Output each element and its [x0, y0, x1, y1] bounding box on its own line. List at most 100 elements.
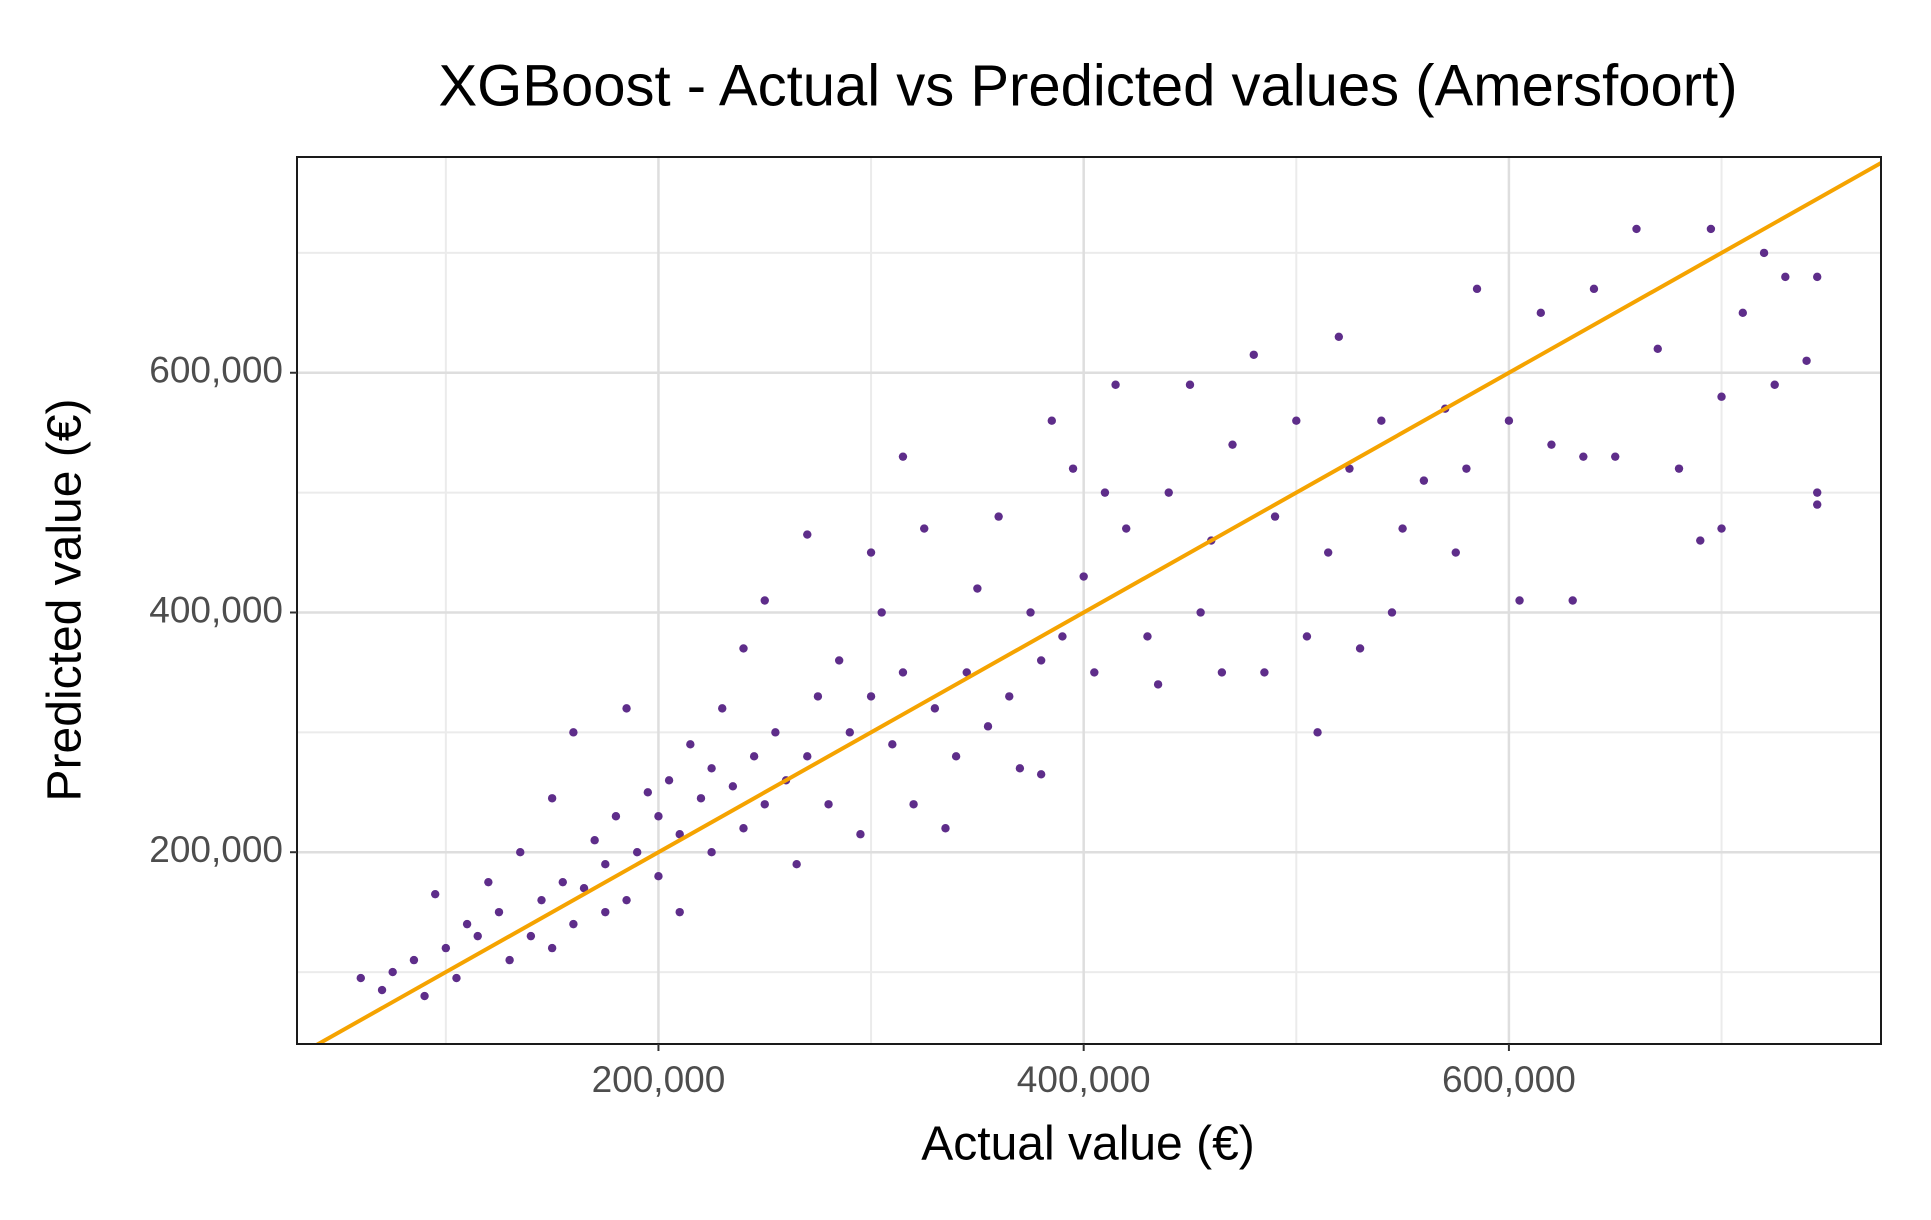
data-point: [707, 764, 716, 773]
data-point: [909, 800, 918, 809]
data-point: [1005, 692, 1014, 701]
data-point: [675, 907, 684, 917]
data-point: [441, 943, 451, 953]
data-point: [388, 967, 397, 977]
data-point: [1047, 416, 1056, 425]
data-point: [1504, 416, 1514, 425]
data-point: [632, 848, 642, 857]
data-point: [1036, 770, 1046, 779]
data-point: [547, 794, 557, 803]
data-point: [1079, 572, 1088, 581]
data-point: [664, 776, 674, 785]
data-point: [824, 800, 833, 809]
data-point: [1153, 680, 1163, 689]
data-point: [1217, 668, 1227, 677]
data-point: [1515, 596, 1524, 605]
data-point: [803, 530, 812, 539]
tick-labels: 200,000 400,000 600,000 200,000 400,000 600,0…: [149, 350, 1576, 1100]
data-point: [452, 973, 461, 983]
data-point: [1355, 644, 1365, 653]
data-point: [1090, 668, 1099, 677]
data-point: [1717, 392, 1726, 401]
data-point: [951, 752, 961, 761]
data-point: [877, 608, 886, 617]
data-point: [1579, 452, 1588, 461]
data-point: [749, 752, 759, 761]
data-point: [537, 895, 546, 905]
data-point: [1377, 416, 1386, 425]
data-point: [866, 692, 876, 701]
x-tick-label: 200,000: [592, 1059, 726, 1100]
data-point: [601, 860, 610, 869]
data-point: [728, 782, 738, 791]
data-point: [569, 728, 578, 737]
data-point: [505, 955, 514, 965]
data-point: [1717, 524, 1726, 533]
data-point: [1653, 344, 1662, 353]
data-point: [1759, 248, 1769, 258]
data-point: [1813, 272, 1822, 282]
x-tick-label: 600,000: [1442, 1059, 1576, 1100]
data-point: [1611, 452, 1620, 461]
data-point: [1313, 728, 1322, 737]
data-point: [569, 919, 578, 929]
data-point: [994, 512, 1003, 521]
data-point: [1813, 488, 1822, 497]
data-point: [1323, 548, 1333, 557]
data-point: [1674, 464, 1684, 473]
data-point: [792, 860, 801, 869]
data-point: [590, 836, 599, 845]
data-point: [1302, 632, 1312, 641]
data-point: [845, 728, 855, 737]
y-tick-label: 600,000: [149, 350, 283, 391]
plot-area: [314, 161, 1881, 1044]
data-point: [941, 824, 950, 833]
data-point: [803, 752, 812, 761]
grid: [297, 157, 1881, 1044]
data-point: [1781, 272, 1790, 282]
data-point: [983, 722, 993, 731]
data-point: [601, 907, 610, 917]
data-point: [1249, 350, 1258, 359]
data-point: [1451, 548, 1460, 557]
data-point: [1387, 608, 1397, 617]
data-point: [771, 728, 780, 737]
data-point: [579, 883, 589, 893]
data-point: [1292, 416, 1301, 425]
data-point: [718, 704, 727, 713]
data-point: [898, 668, 908, 677]
data-point: [494, 907, 504, 917]
data-point: [813, 692, 823, 701]
y-tick-label: 200,000: [149, 829, 283, 870]
data-point: [1738, 308, 1747, 318]
data-point: [377, 985, 387, 995]
data-point: [739, 644, 748, 653]
data-point: [1164, 488, 1173, 497]
data-point: [1026, 608, 1035, 617]
data-point: [1398, 524, 1407, 533]
reference-line: [314, 161, 1881, 1044]
x-axis-label: Actual value (€): [921, 1118, 1255, 1171]
data-point: [356, 973, 365, 983]
data-point: [1015, 764, 1025, 773]
data-point: [1143, 632, 1152, 641]
data-point: [1472, 284, 1482, 294]
data-point: [930, 704, 940, 713]
data-point: [696, 794, 706, 803]
data-point: [1696, 536, 1705, 545]
data-point: [898, 452, 908, 461]
data-point: [420, 991, 429, 1001]
data-point: [516, 848, 525, 857]
data-point: [547, 943, 557, 953]
data-point: [526, 931, 536, 941]
data-point: [1706, 224, 1716, 234]
data-point: [1185, 380, 1195, 389]
data-point: [1536, 308, 1546, 318]
data-point: [686, 740, 695, 749]
data-point: [1547, 440, 1556, 449]
data-point: [739, 824, 748, 833]
data-point: [920, 524, 929, 533]
data-point: [856, 830, 865, 839]
chart-title: XGBoost - Actual vs Predicted values (Am…: [438, 53, 1737, 118]
